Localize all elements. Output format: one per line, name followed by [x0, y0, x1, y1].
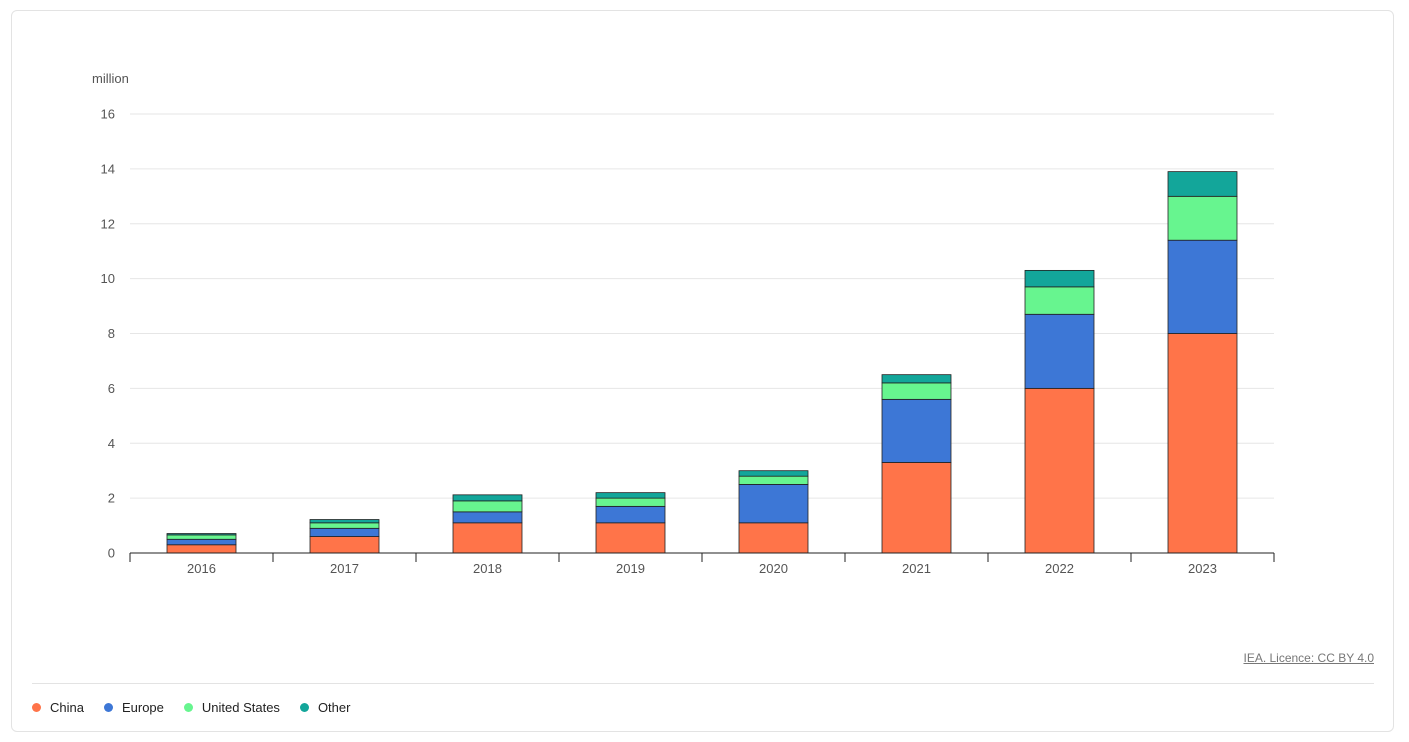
legend-label: United States [201, 700, 280, 715]
bar-segment-europe[interactable] [595, 505, 666, 524]
bar-segment-china[interactable] [1167, 333, 1238, 554]
bar-segment-united-states[interactable] [1024, 286, 1095, 315]
bar-segment-china[interactable] [1024, 387, 1095, 554]
bar-segment-europe[interactable] [738, 484, 809, 524]
y-tick-label: 10 [101, 271, 115, 286]
bar-segment-europe[interactable] [452, 511, 523, 524]
bar-segment-other[interactable] [595, 492, 666, 499]
x-tick-label: 2017 [330, 561, 359, 576]
bar-segment-europe[interactable] [1024, 313, 1095, 389]
legend-dot-icon [32, 703, 41, 712]
bar-segment-china[interactable] [881, 462, 952, 554]
bar-segment-europe[interactable] [166, 538, 237, 546]
bar-segment-other[interactable] [452, 494, 523, 502]
legend: China Europe United States Other [32, 700, 350, 715]
bar-segment-united-states[interactable] [1167, 195, 1238, 241]
x-tick-label: 2016 [187, 561, 216, 576]
y-tick-label: 14 [101, 161, 115, 176]
y-tick-label: 2 [108, 491, 115, 506]
x-tick-label: 2021 [902, 561, 931, 576]
legend-item-other[interactable]: Other [299, 700, 351, 715]
bar-segment-other[interactable] [738, 470, 809, 477]
bar-segment-united-states[interactable] [166, 534, 237, 540]
bar-segment-other[interactable] [309, 519, 380, 524]
bar-segment-other[interactable] [881, 374, 952, 384]
legend-label: China [50, 700, 84, 715]
legend-item-united-states[interactable]: United States [183, 700, 280, 715]
bar-segment-europe[interactable] [1167, 239, 1238, 334]
y-tick-label: 12 [101, 216, 115, 231]
y-tick-label: 6 [108, 381, 115, 396]
legend-dot-icon [299, 703, 309, 712]
legend-dot-icon [183, 703, 193, 712]
legend-label: Other [317, 700, 351, 715]
bar-segment-united-states[interactable] [595, 497, 666, 507]
x-tick-label: 2023 [1188, 561, 1217, 576]
licence-link[interactable]: IEA. Licence: CC BY 4.0 [1243, 651, 1374, 665]
legend-label: Europe [121, 700, 164, 715]
bar-segment-other[interactable] [166, 533, 237, 536]
bar-segment-united-states[interactable] [881, 382, 952, 400]
legend-dot-icon [103, 703, 113, 712]
y-tick-label: 8 [108, 326, 115, 341]
y-unit-label: million [92, 71, 129, 86]
y-tick-label: 0 [108, 546, 115, 561]
bar-segment-other[interactable] [1024, 269, 1095, 288]
chart-card [11, 10, 1394, 732]
y-tick-label: 4 [108, 436, 115, 451]
bar-segment-china[interactable] [166, 544, 237, 554]
legend-item-europe[interactable]: Europe [103, 700, 164, 715]
legend-divider [32, 683, 1374, 684]
x-tick-label: 2022 [1045, 561, 1074, 576]
legend-item-china[interactable]: China [32, 700, 84, 715]
bar-segment-china[interactable] [309, 536, 380, 554]
bar-segment-united-states[interactable] [452, 500, 523, 513]
x-tick-label: 2018 [473, 561, 502, 576]
bar-segment-united-states[interactable] [309, 522, 380, 529]
bar-segment-europe[interactable] [309, 527, 380, 537]
x-tick-label: 2019 [616, 561, 645, 576]
bar-segment-china[interactable] [738, 522, 809, 554]
y-tick-label: 16 [101, 107, 115, 122]
bar-segment-china[interactable] [452, 522, 523, 554]
bar-segment-europe[interactable] [881, 398, 952, 463]
bar-segment-united-states[interactable] [738, 475, 809, 485]
x-tick-label: 2020 [759, 561, 788, 576]
bar-segment-china[interactable] [595, 522, 666, 554]
bar-segment-other[interactable] [1167, 171, 1238, 197]
